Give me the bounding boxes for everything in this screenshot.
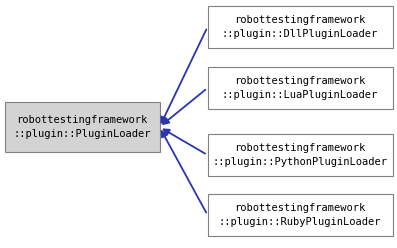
Text: robottestingframework
::plugin::PythonPluginLoader: robottestingframework ::plugin::PythonPl…	[212, 143, 387, 167]
FancyBboxPatch shape	[208, 134, 393, 176]
FancyBboxPatch shape	[208, 6, 393, 48]
Text: robottestingframework
::plugin::DllPluginLoader: robottestingframework ::plugin::DllPlugi…	[222, 15, 378, 39]
FancyBboxPatch shape	[4, 102, 160, 152]
Text: robottestingframework
::plugin::PluginLoader: robottestingframework ::plugin::PluginLo…	[13, 115, 151, 139]
FancyBboxPatch shape	[208, 194, 393, 236]
FancyBboxPatch shape	[208, 67, 393, 109]
Text: robottestingframework
::plugin::RubyPluginLoader: robottestingframework ::plugin::RubyPlug…	[219, 203, 381, 227]
Text: robottestingframework
::plugin::LuaPluginLoader: robottestingframework ::plugin::LuaPlugi…	[222, 76, 378, 100]
